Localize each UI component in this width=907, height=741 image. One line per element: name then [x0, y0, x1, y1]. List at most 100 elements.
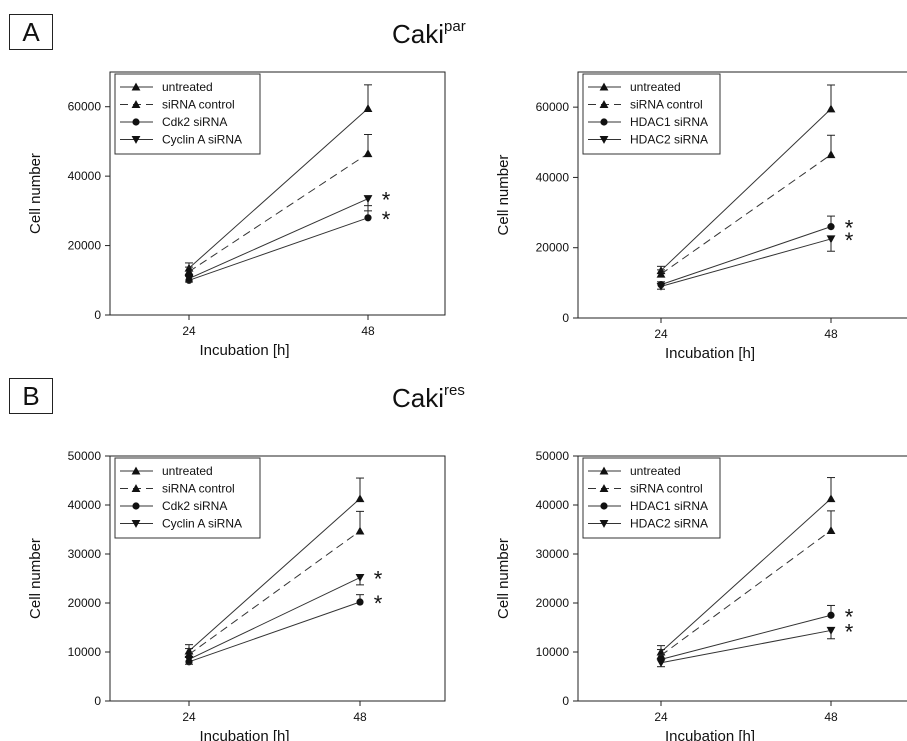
significance-star: * [374, 567, 383, 592]
x-tick-label: 24 [654, 710, 668, 724]
legend-label: siRNA control [630, 98, 703, 112]
legend-marker [599, 100, 609, 109]
legend-marker [599, 466, 609, 475]
section-title-superscript: res [444, 382, 465, 399]
series-line [188, 198, 369, 280]
series-line [660, 226, 832, 286]
series-line [188, 601, 361, 663]
legend-label: untreated [162, 80, 213, 94]
legend-marker [131, 466, 141, 475]
data-point [364, 214, 372, 222]
data-point [363, 149, 373, 158]
y-tick-label: 20000 [536, 596, 570, 610]
y-tick-label: 10000 [536, 645, 570, 659]
legend-marker [131, 100, 141, 109]
legend-marker [600, 118, 608, 126]
section-title-base: Caki [392, 19, 445, 49]
x-tick-label: 48 [824, 710, 838, 724]
y-axis-label: Cell number [495, 155, 512, 236]
legend-label: Cyclin A siRNA [162, 133, 242, 147]
legend-marker [599, 135, 609, 144]
data-point [827, 223, 835, 231]
significance-star: * [845, 216, 854, 241]
y-axis-label: Cell number [495, 538, 512, 619]
y-tick-label: 40000 [68, 498, 102, 512]
data-point [184, 655, 194, 664]
data-point [184, 267, 194, 276]
legend-label: HDAC2 siRNA [630, 517, 708, 531]
legend-label: HDAC1 siRNA [630, 115, 708, 129]
series-line [188, 108, 369, 269]
y-tick-label: 60000 [68, 100, 102, 114]
legend-marker [600, 502, 608, 510]
y-tick-label: 20000 [536, 241, 570, 255]
series-line [660, 154, 832, 275]
series-group [184, 477, 365, 666]
data-point [356, 598, 364, 606]
significance-star: * [845, 228, 854, 253]
series-line [188, 530, 361, 655]
y-tick-label: 30000 [68, 547, 102, 561]
x-tick-label: 24 [182, 324, 196, 338]
significance-star: * [845, 619, 854, 644]
x-tick-label: 48 [353, 710, 367, 724]
y-tick-label: 20000 [68, 596, 102, 610]
plot-frame [109, 455, 446, 702]
data-point [826, 235, 836, 244]
y-tick-label: 0 [94, 694, 101, 708]
data-point [656, 659, 666, 668]
legend-label: Cdk2 siRNA [162, 115, 227, 129]
significance-star: * [382, 207, 391, 232]
series-line [188, 577, 361, 660]
legend-label: siRNA control [162, 98, 235, 112]
section-title-caki-par: Cakipar [392, 18, 466, 50]
series-group [656, 477, 836, 668]
y-axis-label: Cell number [27, 153, 44, 234]
series-line [660, 629, 832, 664]
series-line [660, 108, 832, 271]
legend-label: HDAC1 siRNA [630, 499, 708, 513]
legend-marker [131, 135, 141, 144]
data-point [656, 282, 666, 291]
series-line [660, 238, 832, 287]
panel-label-a: A [9, 14, 53, 50]
y-tick-label: 50000 [536, 449, 570, 463]
legend-marker [599, 82, 609, 91]
series-line [188, 217, 369, 281]
x-axis-label: Incubation [h] [199, 342, 289, 359]
y-tick-label: 60000 [536, 100, 570, 114]
y-tick-label: 30000 [536, 547, 570, 561]
series-line [188, 153, 369, 273]
legend-marker [599, 519, 609, 528]
significance-star: * [382, 188, 391, 213]
legend-marker [131, 82, 141, 91]
y-tick-label: 40000 [536, 170, 570, 184]
y-tick-label: 50000 [68, 449, 102, 463]
legend-marker [132, 118, 140, 126]
data-point [355, 526, 365, 535]
x-axis-label: Incubation [h] [665, 728, 755, 741]
legend-label: siRNA control [162, 482, 235, 496]
legend-label: HDAC2 siRNA [630, 133, 708, 147]
series-line [660, 530, 832, 656]
x-axis-label: Incubation [h] [199, 728, 289, 741]
legend-label: untreated [162, 464, 213, 478]
legend-marker [599, 484, 609, 493]
y-tick-label: 10000 [68, 645, 102, 659]
plot-frame [577, 455, 907, 702]
section-title-base: Caki [392, 383, 445, 413]
legend-marker [132, 502, 140, 510]
x-tick-label: 48 [824, 327, 838, 341]
legend-marker [131, 519, 141, 528]
legend-label: siRNA control [630, 482, 703, 496]
data-point [363, 104, 373, 112]
data-point [826, 526, 836, 534]
data-point [826, 150, 836, 159]
legend-label: Cyclin A siRNA [162, 517, 242, 531]
legend-label: untreated [630, 80, 681, 94]
series-group [656, 84, 836, 291]
data-point [355, 574, 365, 582]
